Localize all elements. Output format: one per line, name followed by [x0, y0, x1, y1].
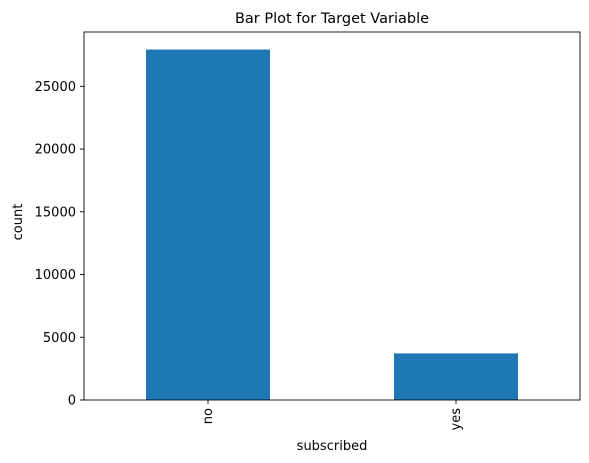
y-tick-label-15000: 15000 — [35, 205, 76, 220]
y-axis-label: count — [11, 204, 26, 241]
x-tick-label-yes: yes — [449, 408, 464, 431]
y-tick-label-5000: 5000 — [43, 331, 76, 346]
bars-group — [146, 49, 518, 401]
chart-title: Bar Plot for Target Variable — [235, 11, 429, 27]
bar-yes — [394, 353, 518, 400]
y-tick-label-20000: 20000 — [35, 143, 76, 158]
y-tick-label-25000: 25000 — [35, 80, 76, 95]
x-axis-label: subscribed — [297, 439, 368, 454]
y-tick-label-0: 0 — [68, 394, 76, 409]
y-axis-ticks: 0 5000 10000 15000 20000 25000 — [35, 80, 84, 409]
x-axis-ticks: no yes — [201, 400, 464, 430]
y-tick-label-10000: 10000 — [35, 268, 76, 283]
bar-no — [146, 49, 270, 401]
plot-area-frame — [83, 31, 581, 401]
x-tick-label-no: no — [201, 408, 216, 424]
